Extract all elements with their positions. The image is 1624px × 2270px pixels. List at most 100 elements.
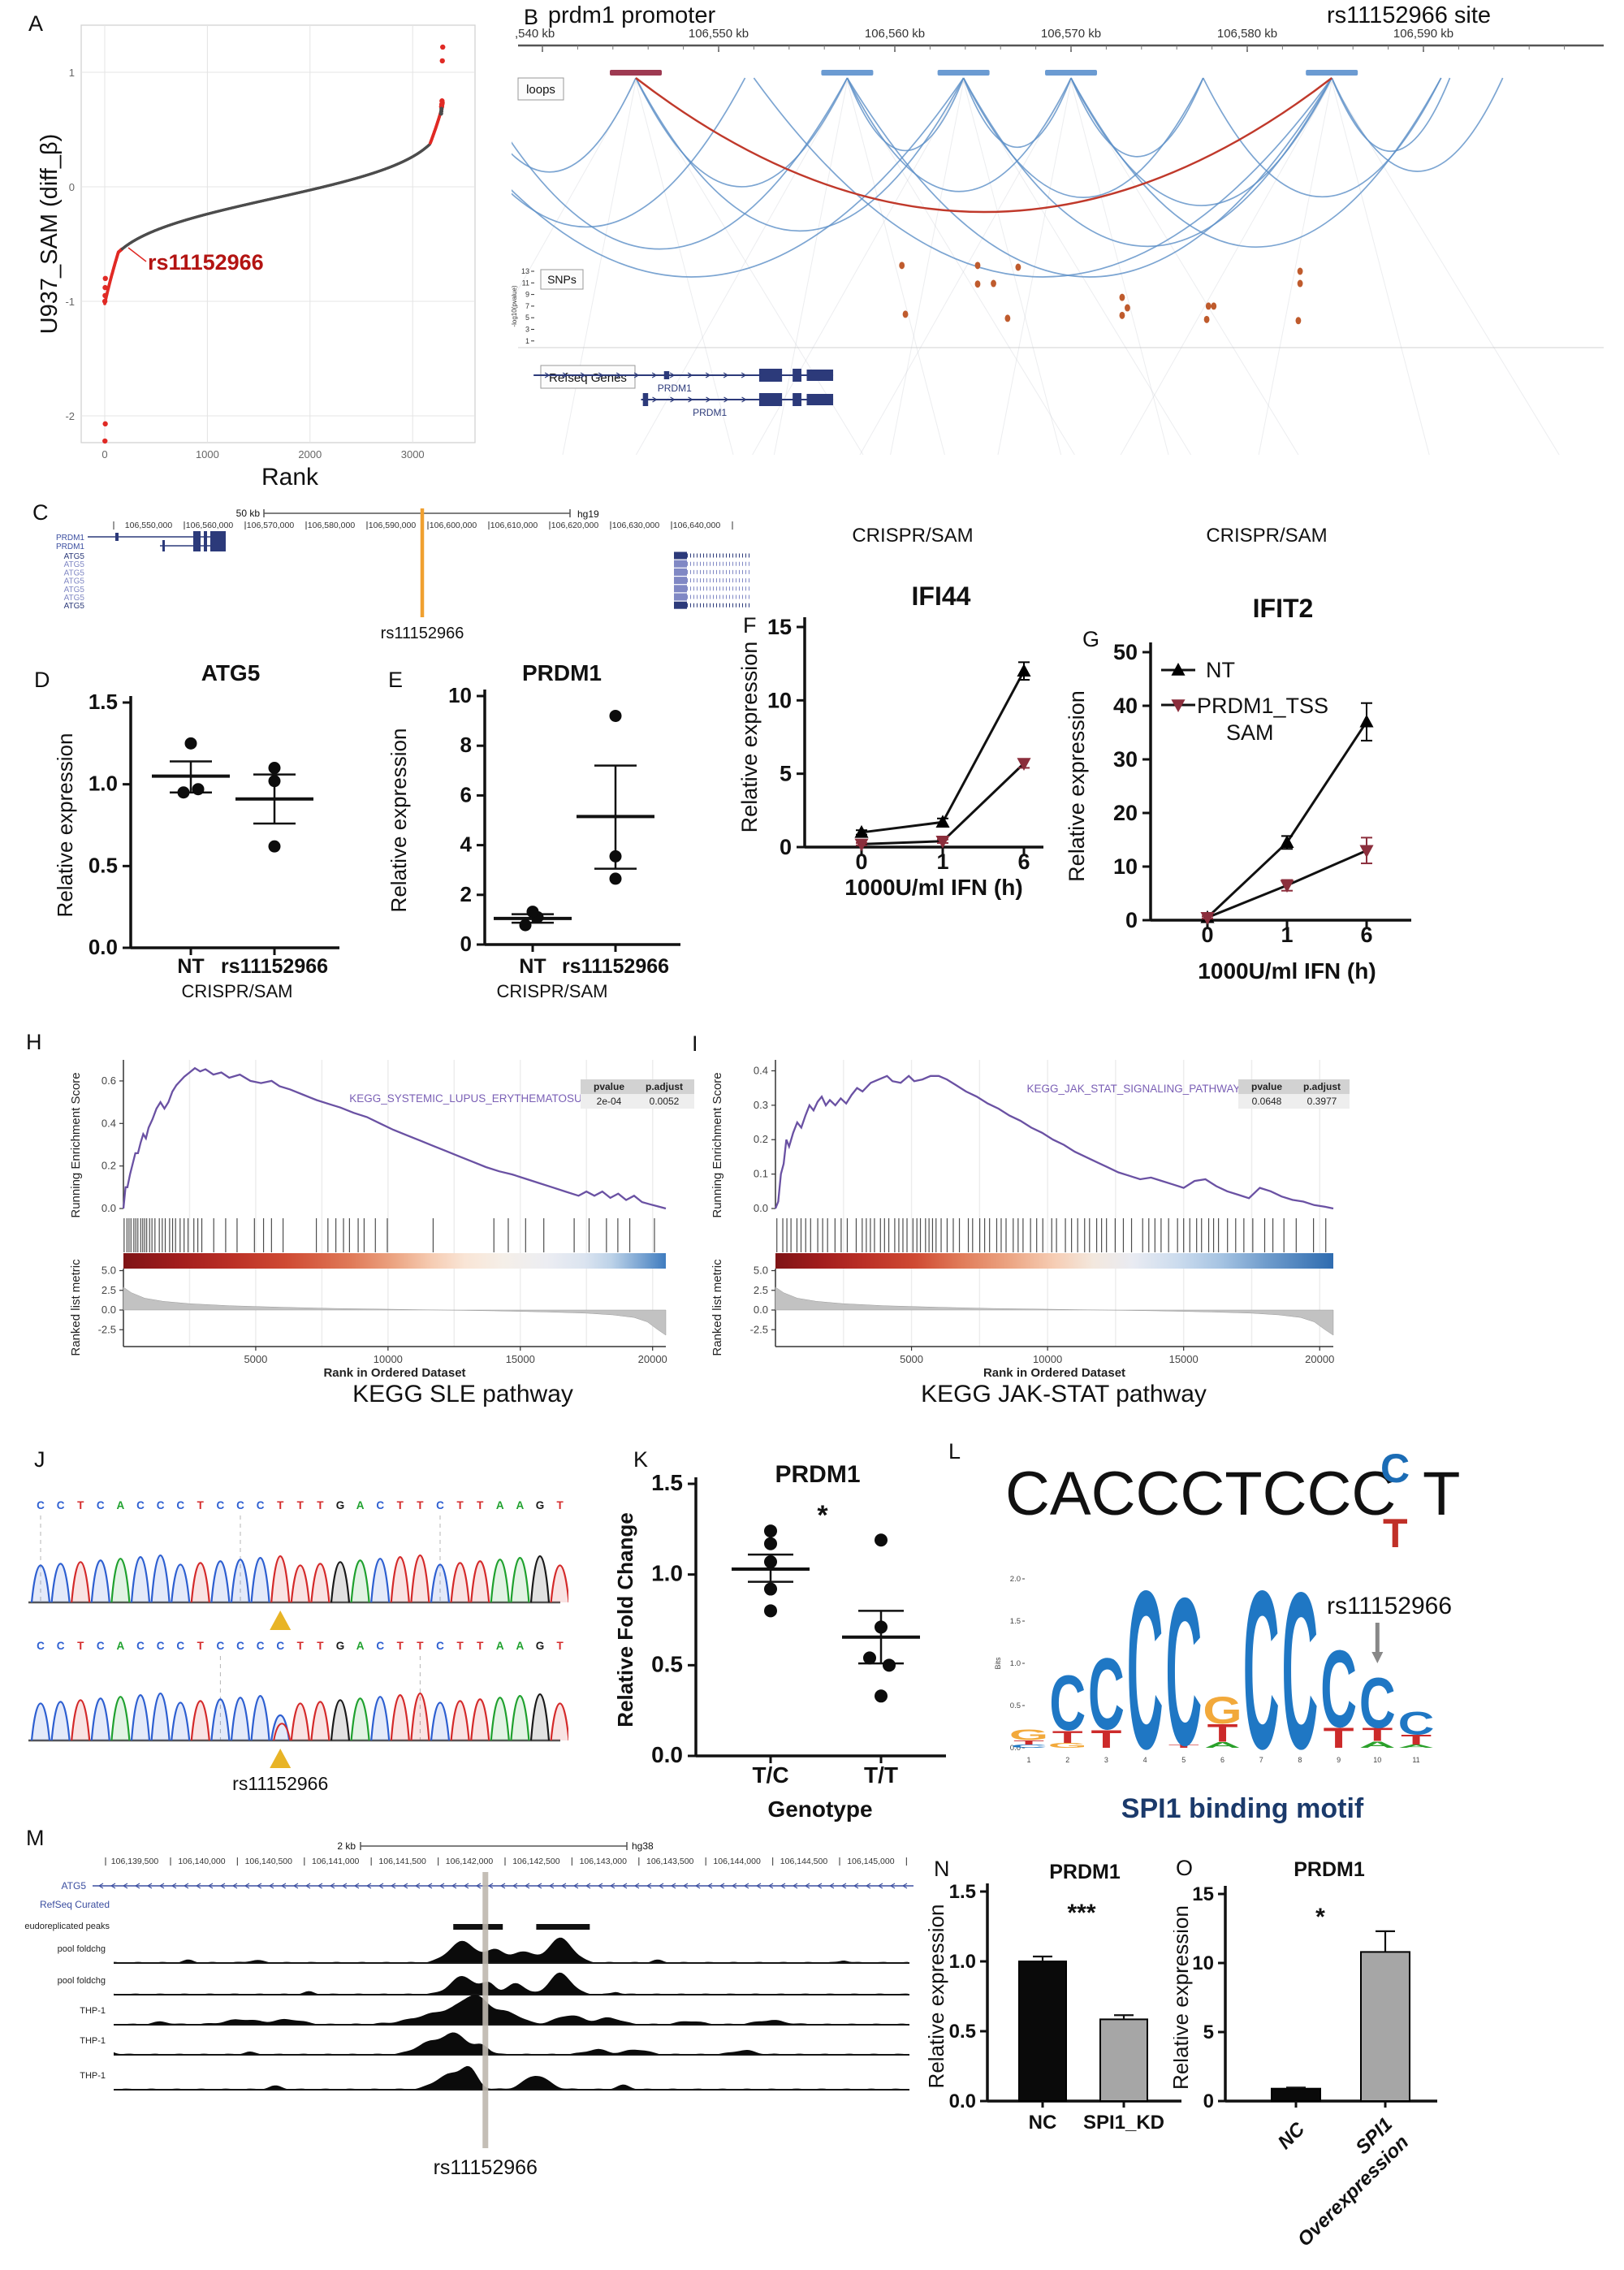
svg-text:C: C <box>436 1499 444 1511</box>
svg-text:C: C <box>157 1499 165 1511</box>
svg-text:Relative expression: Relative expression <box>1173 1905 1193 2090</box>
svg-text:Running Enrichment Score: Running Enrichment Score <box>710 1072 724 1217</box>
svg-text:Rank in Ordered Dataset: Rank in Ordered Dataset <box>323 1366 465 1379</box>
svg-text:C: C <box>217 1640 225 1652</box>
svg-text:hg19: hg19 <box>577 508 599 520</box>
svg-text:pool foldchg: pool foldchg <box>58 1944 106 1954</box>
svg-text:U937_SAM (diff_β): U937_SAM (diff_β) <box>37 134 63 335</box>
svg-text:C: C <box>97 1640 105 1652</box>
svg-text:rs11152966: rs11152966 <box>434 2156 538 2179</box>
svg-text:10: 10 <box>1113 854 1138 879</box>
dot-group-T/T <box>842 1533 920 1703</box>
dot-group-rs11152966 <box>577 709 654 885</box>
svg-text:1: 1 <box>1281 923 1293 947</box>
hit-ticks <box>776 1218 1327 1252</box>
svg-text:106,570 kb: 106,570 kb <box>1041 27 1101 41</box>
refseq-genes: Refseq Genes PRDM1 PRDM1 <box>533 365 834 418</box>
svg-text:PRDM1: PRDM1 <box>522 660 602 685</box>
svg-text:0: 0 <box>1201 923 1213 947</box>
svg-text:2e-04: 2e-04 <box>597 1096 622 1107</box>
atg5-gene-model: ATG5 <box>64 568 749 577</box>
svg-text:106,142,500: 106,142,500 <box>512 1857 560 1866</box>
series-NT <box>854 661 1031 838</box>
svg-text:9: 9 <box>1337 1756 1341 1764</box>
svg-text:0.5: 0.5 <box>1010 1701 1021 1710</box>
loop-anchor <box>1306 70 1358 76</box>
svg-text:C: C <box>1282 1547 1319 1796</box>
svg-text:T: T <box>297 1499 304 1511</box>
panel-letter-e: E <box>388 668 404 692</box>
panel-m-chipseq-tracks: 2 kb hg38 106,139,500 106,140,000 106,140,50… <box>24 1840 914 2179</box>
svg-text:T: T <box>1383 1511 1408 1556</box>
bar-NC <box>1018 1955 1067 2108</box>
panel-k-genotype-dotplot: PRDM1 * Relative Fold Change 0.0 0.5 1.0 1.5 T/… <box>613 1461 946 1822</box>
svg-text:6: 6 <box>1220 1756 1224 1764</box>
svg-text:T: T <box>1423 1459 1460 1528</box>
svg-text:KEGG_SYSTEMIC_LUPUS_ERYTHEMATO: KEGG_SYSTEMIC_LUPUS_ERYTHEMATOSUS <box>349 1092 590 1105</box>
svg-text:5.0: 5.0 <box>102 1265 116 1277</box>
svg-text:10000: 10000 <box>1033 1353 1062 1365</box>
svg-text:T: T <box>317 1640 324 1652</box>
svg-text:rs11152966: rs11152966 <box>148 250 264 275</box>
dot-plot: PRDM1 Relative expression 0 2 4 6 8 10 NT rs11152… <box>387 660 680 1001</box>
svg-text:0.6: 0.6 <box>102 1074 116 1087</box>
svg-text:T: T <box>197 1640 205 1652</box>
svg-text:ATG5: ATG5 <box>64 552 85 561</box>
svg-text:3: 3 <box>525 326 529 334</box>
svg-text:G: G <box>1009 1727 1048 1744</box>
svg-text:11: 11 <box>522 279 529 287</box>
svg-text:C: C <box>1398 1706 1435 1741</box>
loop-arcs <box>512 77 1504 278</box>
panel-i-gsea-jakstat: 0.0 0.1 0.2 0.3 0.4 Running Enrichment Score K… <box>710 1060 1350 1379</box>
motif-annotation: rs11152966 <box>1327 1593 1452 1663</box>
svg-text:6: 6 <box>1017 850 1030 874</box>
panel-letter-j: J <box>34 1447 45 1472</box>
bar-NC <box>1271 2086 1321 2108</box>
svg-text:A: A <box>117 1640 125 1652</box>
svg-text:40: 40 <box>1113 694 1138 718</box>
svg-text:-2.5: -2.5 <box>750 1323 768 1335</box>
series-PRDM1_TSS SAM <box>1200 837 1374 925</box>
gsea-plot: 0.0 0.2 0.4 0.6 Running Enrichment Score KEGG… <box>69 1060 667 1379</box>
svg-text:T: T <box>1324 1722 1354 1754</box>
svg-text:NC: NC <box>1029 2112 1057 2134</box>
svg-text:7: 7 <box>1259 1756 1263 1764</box>
svg-text:Rank: Rank <box>261 464 319 491</box>
svg-text:0: 0 <box>1125 908 1138 932</box>
svg-text:2000: 2000 <box>298 448 322 460</box>
svg-text:CRISPR/SAM: CRISPR/SAM <box>852 525 973 547</box>
atg5-gene-model: ATG5 <box>64 577 749 586</box>
svg-text:T/T: T/T <box>864 1762 898 1788</box>
svg-text:G: G <box>1203 1688 1242 1732</box>
snp-track: 13 11 9 7 5 3 1 -log10(pvalue) SNPs <box>512 262 1303 345</box>
svg-text:0.0: 0.0 <box>1010 1744 1021 1753</box>
svg-text:Relative expression: Relative expression <box>387 729 411 913</box>
svg-text:106,580,000: 106,580,000 <box>308 521 356 530</box>
svg-text:PRDM1: PRDM1 <box>775 1461 860 1488</box>
svg-text:106,560 kb: 106,560 kb <box>865 27 925 41</box>
svg-text:20000: 20000 <box>638 1353 667 1365</box>
svg-text:*: * <box>817 1500 828 1531</box>
prdm1-gene-model: PRDM1 <box>56 531 226 543</box>
svg-text:ATG5: ATG5 <box>201 660 261 685</box>
svg-text:PRDM1: PRDM1 <box>1294 1858 1365 1881</box>
loop-anchor <box>937 70 990 76</box>
svg-text:C: C <box>236 1499 244 1511</box>
svg-text:T: T <box>417 1499 424 1511</box>
svg-text:2.0: 2.0 <box>1010 1575 1021 1584</box>
svg-text:Overexpression: Overexpression <box>1294 2131 1413 2251</box>
svg-text:C: C <box>436 1640 444 1652</box>
svg-text:ATG5: ATG5 <box>64 569 85 577</box>
svg-text:Relative expression: Relative expression <box>926 1905 948 2089</box>
svg-text:KEGG_JAK_STAT_SIGNALING_PATHWA: KEGG_JAK_STAT_SIGNALING_PATHWAY <box>1026 1083 1240 1095</box>
svg-text:5000: 5000 <box>244 1353 267 1365</box>
panel-letter-f: F <box>743 613 757 638</box>
svg-text:Relative expression: Relative expression <box>737 642 762 833</box>
genome-overview: 50 kb hg19 106,550,000 106,560,000 106,570,0… <box>113 508 733 530</box>
svg-text:THP-1: THP-1 <box>80 2006 106 2016</box>
svg-text:106,590,000: 106,590,000 <box>369 521 417 530</box>
svg-text:SPI1_KD: SPI1_KD <box>1083 2112 1164 2134</box>
svg-text:C: C <box>37 1640 45 1652</box>
svg-text:Rank in Ordered Dataset: Rank in Ordered Dataset <box>983 1366 1125 1379</box>
ranked-metric <box>775 1286 1334 1336</box>
